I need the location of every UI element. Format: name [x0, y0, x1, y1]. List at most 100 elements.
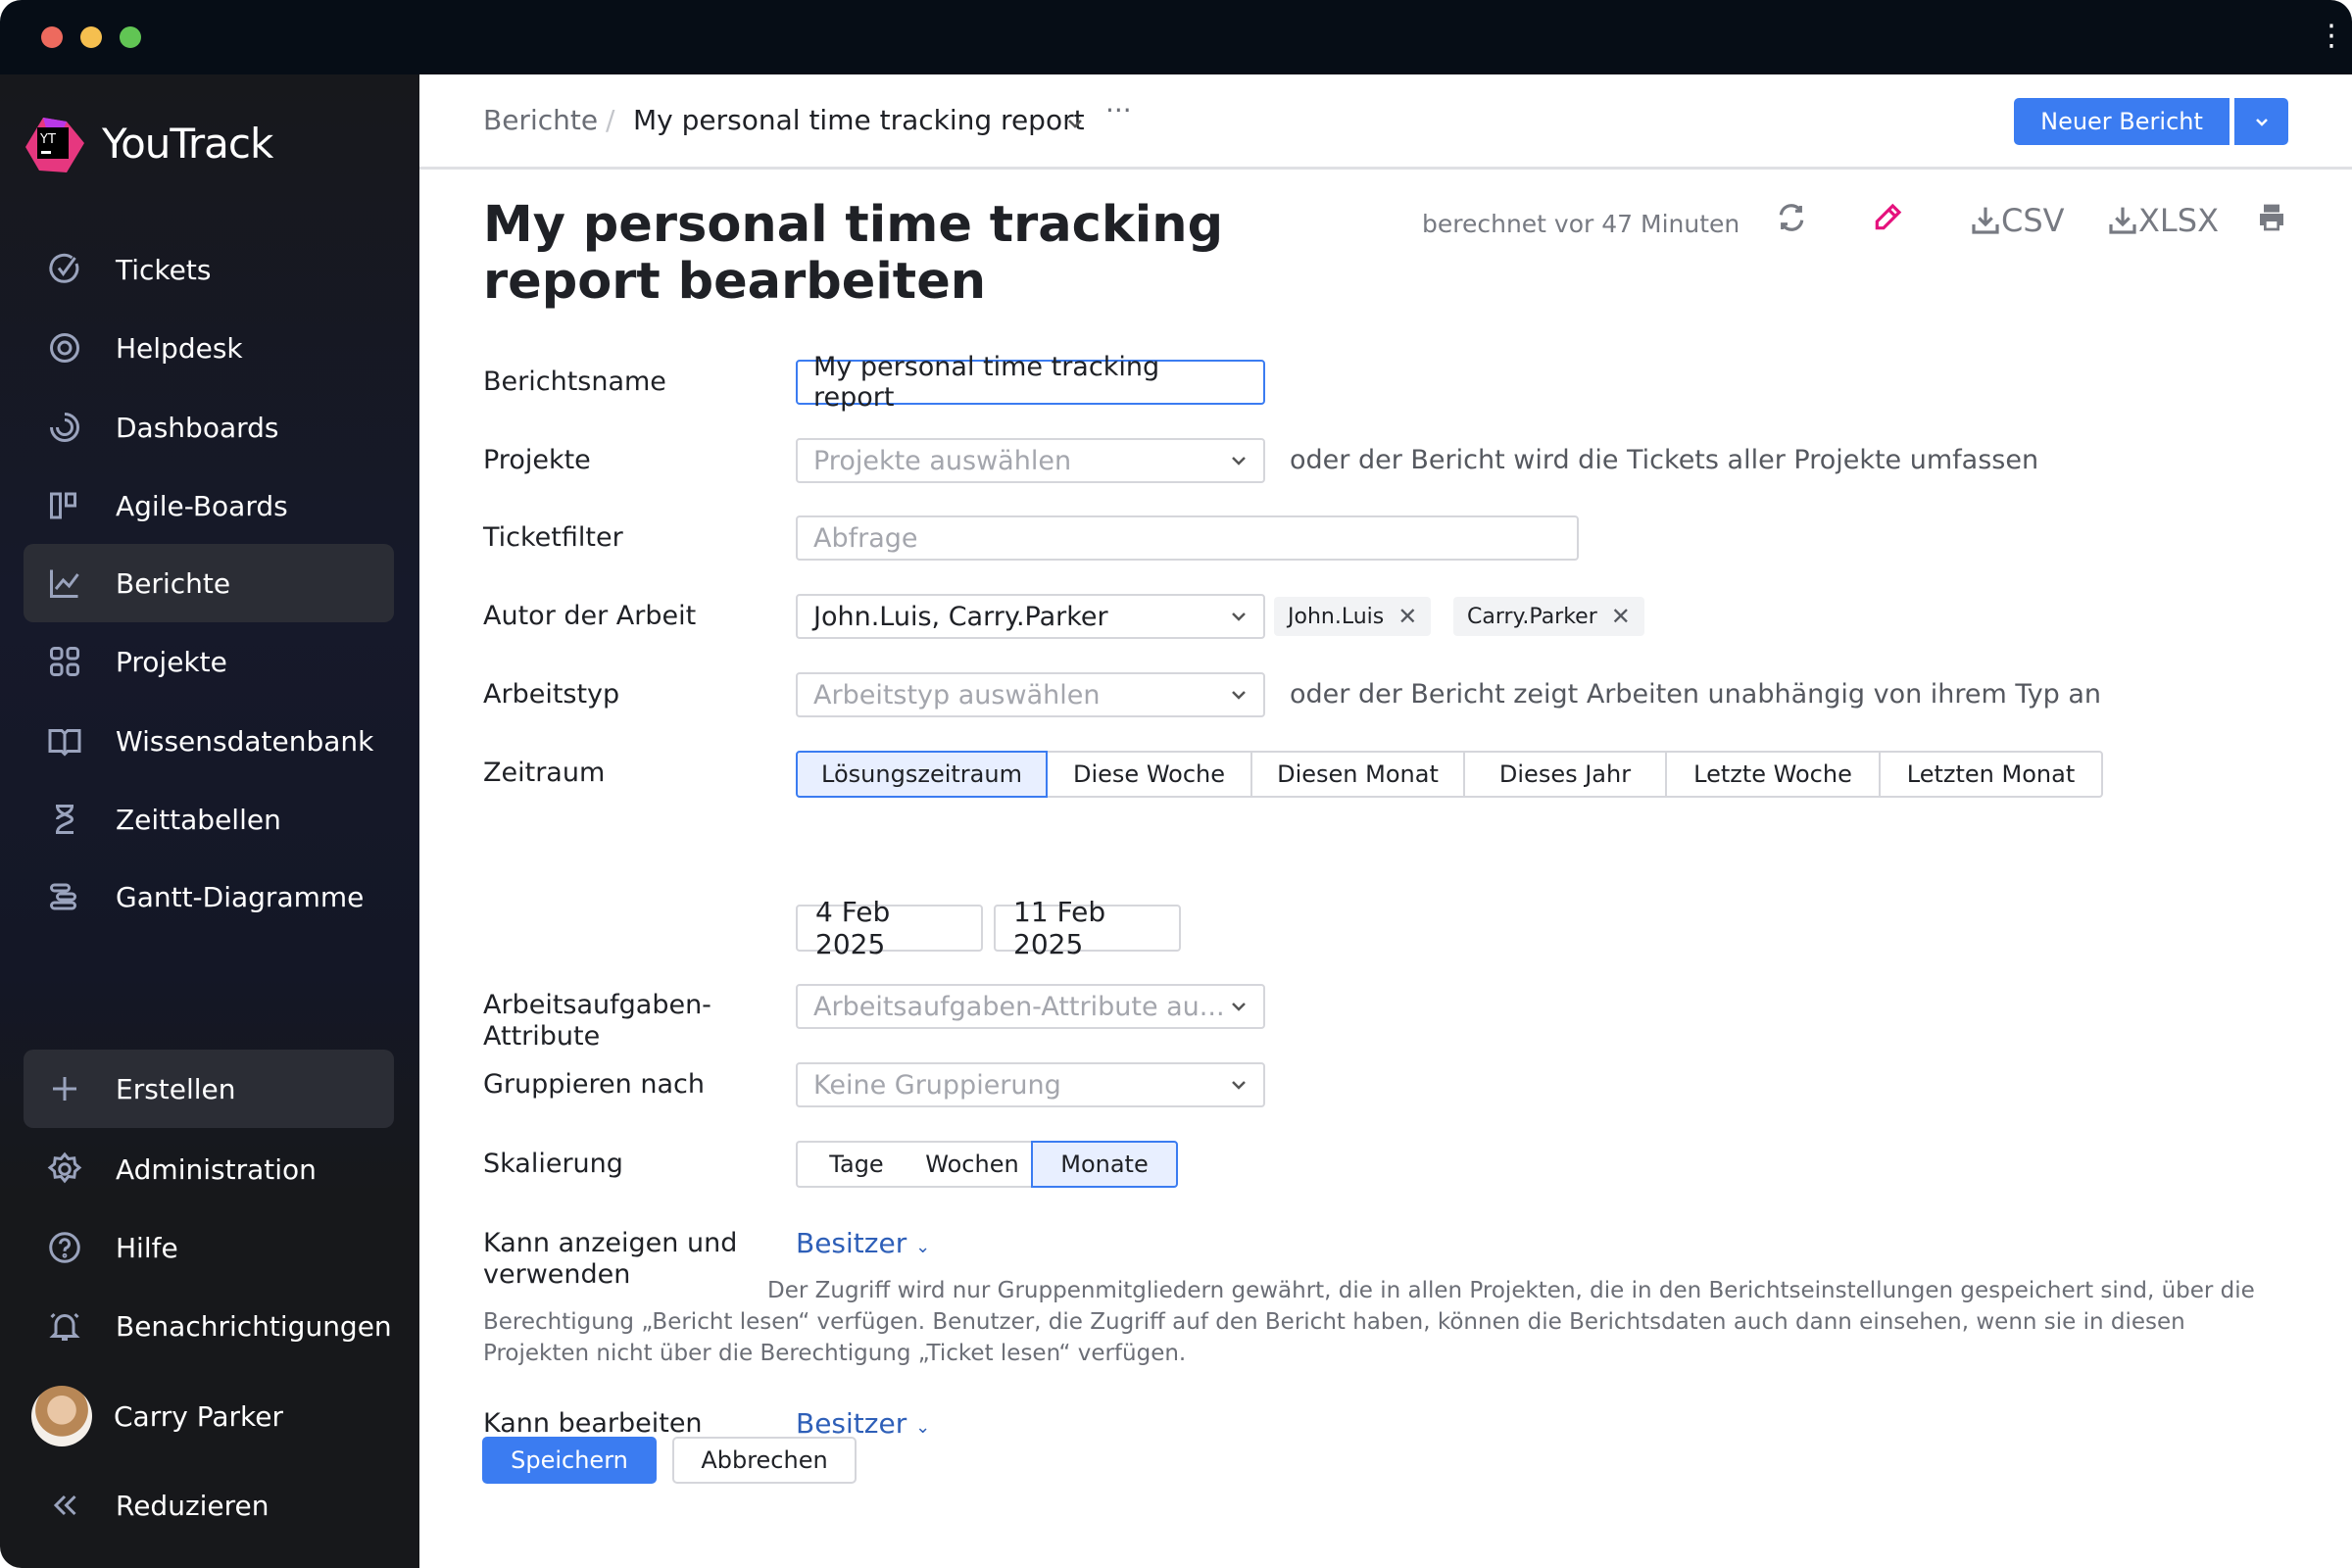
view-permission-description: Der Zugriff wird nur Gruppenmitgliedern … — [483, 1278, 2255, 1366]
report-name-input[interactable]: My personal time tracking report — [796, 352, 1265, 413]
sidebar-item-projekte[interactable]: Projekte — [24, 622, 394, 701]
scale-option[interactable]: Monate — [1031, 1141, 1178, 1188]
period-option[interactable]: Diesen Monat — [1250, 751, 1465, 798]
more-options-button[interactable]: ··· — [1105, 94, 1132, 126]
user-name: Carry Parker — [114, 1399, 283, 1433]
ticket-filter-label: Ticketfilter — [483, 522, 623, 553]
book-icon — [45, 721, 84, 760]
scale-option[interactable]: Wochen — [913, 1141, 1033, 1188]
edit-permission-dropdown[interactable]: Besitzer ⌄ — [796, 1407, 930, 1440]
projects-hint: oder der Bericht wird die Tickets aller … — [1290, 445, 2039, 475]
download-icon — [1972, 207, 1999, 234]
sidebar-item-label: Berichte — [116, 566, 231, 600]
projects-select[interactable]: Projekte auswählen — [796, 438, 1265, 483]
sidebar-item-zeittabellen[interactable]: Zeittabellen — [24, 780, 394, 858]
sidebar-item-helpdesk[interactable]: Helpdesk — [24, 309, 394, 387]
save-button[interactable]: Speichern — [482, 1437, 657, 1484]
period-label: Zeitraum — [483, 758, 606, 788]
avatar — [31, 1386, 92, 1446]
date-to-input[interactable]: 11 Feb 2025 — [994, 896, 1181, 960]
sidebar-item-benachrichtigungen[interactable]: Benachrichtigungen — [24, 1287, 394, 1365]
brand-name: YouTrack — [102, 120, 273, 168]
author-label: Autor der Arbeit — [483, 601, 697, 631]
sidebar-item-berichte[interactable]: Berichte — [24, 544, 394, 622]
tag-label: John.Luis — [1288, 604, 1385, 629]
chevron-down-icon: ⌄ — [915, 1237, 931, 1257]
gantt-icon — [45, 877, 84, 916]
breadcrumb-current[interactable]: My personal time tracking report — [633, 104, 1085, 136]
dashboard-gauge-icon — [45, 408, 84, 447]
sidebar-item-administration[interactable]: Administration — [24, 1130, 394, 1208]
export-xlsx-button[interactable]: XLSX — [2107, 202, 2219, 239]
remove-tag-icon[interactable]: ✕ — [1397, 603, 1418, 630]
sidebar-item-label: Benachrichtigungen — [116, 1309, 392, 1343]
sidebar-item-label: Agile-Boards — [116, 489, 288, 522]
collapse-sidebar-button[interactable]: Reduzieren — [24, 1466, 394, 1544]
chevron-down-icon — [1232, 691, 1246, 700]
period-option[interactable]: Letzten Monat — [1879, 751, 2103, 798]
author-tag: Carry.Parker ✕ — [1453, 597, 1644, 636]
header-bar: Berichte / My personal time tracking rep… — [419, 74, 2352, 170]
date-from-input[interactable]: 4 Feb 2025 — [796, 896, 983, 960]
export-csv-button[interactable]: CSV — [1970, 202, 2065, 239]
new-report-dropdown[interactable] — [2234, 98, 2288, 145]
worktype-select[interactable]: Arbeitstyp auswählen — [796, 672, 1265, 717]
author-select[interactable]: John.Luis, Carry.Parker — [796, 594, 1265, 639]
new-report-button[interactable]: Neuer Bericht — [2014, 98, 2230, 145]
attributes-placeholder: Arbeitsaufgaben-Attribute au... — [813, 991, 1225, 1022]
refresh-icon — [1779, 204, 1804, 231]
remove-tag-icon[interactable]: ✕ — [1610, 603, 1631, 630]
sidebar-item-dashboards[interactable]: Dashboards — [24, 388, 394, 466]
worktype-placeholder: Arbeitstyp auswählen — [813, 679, 1101, 710]
scale-selector: Tage Wochen Monate — [796, 1141, 1178, 1188]
sidebar-item-label: Dashboards — [116, 411, 279, 444]
edit-permission-value: Besitzer — [796, 1407, 907, 1440]
period-option[interactable]: Dieses Jahr — [1463, 751, 1667, 798]
minimize-window-button[interactable] — [80, 26, 102, 48]
checkmark-circle-icon — [45, 250, 84, 289]
scale-option[interactable]: Tage — [796, 1141, 915, 1188]
sidebar-item-agile-boards[interactable]: Agile-Boards — [24, 466, 394, 545]
group-by-select[interactable]: Keine Gruppierung — [796, 1062, 1265, 1107]
pencil-icon — [1875, 203, 1902, 230]
lifebuoy-icon — [45, 328, 84, 368]
period-option[interactable]: Lösungszeitraum — [796, 751, 1048, 798]
title-bar: ⋮ — [0, 0, 2352, 74]
maximize-window-button[interactable] — [120, 26, 141, 48]
period-selector: Lösungszeitraum Diese Woche Diesen Monat… — [796, 751, 2103, 798]
kebab-icon[interactable]: ⋮ — [2317, 19, 2346, 53]
ticket-filter-input[interactable]: Abfrage — [796, 515, 1579, 561]
view-permission-dropdown[interactable]: Besitzer ⌄ — [796, 1227, 930, 1259]
report-name-value: My personal time tracking report — [813, 352, 1160, 413]
period-option[interactable]: Diese Woche — [1046, 751, 1252, 798]
svg-text:YT: YT — [39, 132, 56, 147]
sidebar-item-label: Reduzieren — [116, 1489, 270, 1522]
download-icon — [2109, 207, 2136, 234]
sidebar-item-tickets[interactable]: Tickets — [24, 230, 394, 309]
hourglass-icon — [45, 800, 84, 839]
attributes-select[interactable]: Arbeitsaufgaben-Attribute au... — [796, 984, 1265, 1029]
sidebar-item-label: Hilfe — [116, 1231, 178, 1264]
grid-icon — [45, 642, 84, 681]
breadcrumb-separator: / — [606, 104, 615, 136]
projects-label: Projekte — [483, 445, 591, 475]
period-option[interactable]: Letzte Woche — [1665, 751, 1881, 798]
sidebar-item-wissensdatenbank[interactable]: Wissensdatenbank — [24, 702, 394, 780]
edit-button[interactable] — [1872, 202, 1903, 233]
sidebar-item-erstellen[interactable]: Erstellen — [24, 1050, 394, 1128]
close-window-button[interactable] — [41, 26, 63, 48]
sidebar-item-gantt[interactable]: Gantt-Diagramme — [24, 858, 394, 936]
sidebar-item-hilfe[interactable]: Hilfe — [24, 1208, 394, 1287]
sidebar-item-label: Wissensdatenbank — [116, 724, 374, 758]
user-profile[interactable]: Carry Parker — [24, 1377, 394, 1455]
chevron-down-icon — [1232, 1081, 1246, 1090]
breadcrumb-root[interactable]: Berichte — [483, 104, 599, 136]
print-button[interactable] — [2256, 202, 2287, 233]
edit-permission-label: Kann bearbeiten — [483, 1408, 703, 1439]
computed-timestamp: berechnet vor 47 Minuten — [1422, 210, 1740, 238]
chevron-down-icon[interactable] — [1066, 115, 1084, 132]
refresh-button[interactable] — [1776, 202, 1807, 233]
worktype-label: Arbeitstyp — [483, 679, 620, 710]
chevron-down-icon: ⌄ — [915, 1417, 931, 1438]
cancel-button[interactable]: Abbrechen — [672, 1437, 857, 1484]
